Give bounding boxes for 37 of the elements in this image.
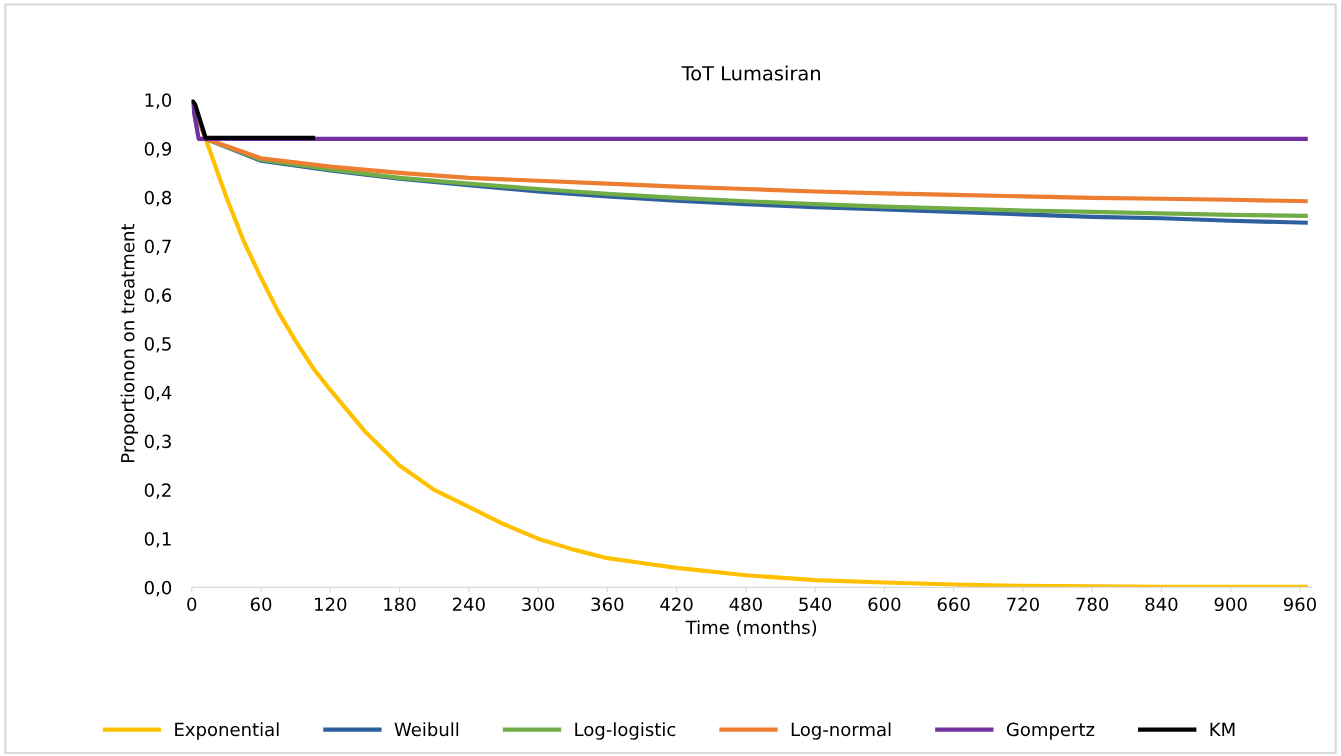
x-tick-label: 780 [1076, 597, 1109, 612]
y-tick-label: 0,8 [144, 190, 172, 207]
x-tick-label: 480 [729, 597, 762, 612]
legend-label: Gompertz [1006, 722, 1095, 740]
x-tick-label: 120 [315, 597, 347, 612]
x-tick-label: 900 [1214, 597, 1247, 612]
x-tick-label: 180 [384, 597, 416, 612]
y-tick-label: 0,2 [144, 483, 171, 499]
y-tick-label: 0,3 [144, 434, 171, 451]
legend-label: KM [1210, 722, 1235, 736]
y-tick-label: 0,6 [144, 288, 172, 304]
chart-title: ToT Lumasiran [681, 65, 820, 81]
legend-label: Log-normal [791, 722, 891, 740]
x-tick-label: 960 [1283, 597, 1316, 612]
x-tick-label: 720 [1007, 597, 1039, 612]
x-tick-label: 840 [1145, 597, 1178, 612]
x-tick-label: 300 [522, 597, 555, 612]
x-tick-label: 360 [591, 597, 624, 612]
x-axis-title: Time (months) [685, 620, 817, 637]
x-tick-label: 60 [250, 597, 272, 612]
legend-label: Log-logistic [575, 722, 676, 740]
x-tick-label: 0 [187, 597, 197, 612]
y-tick-label: 0,1 [144, 532, 171, 548]
legend-label: Exponential [175, 722, 279, 740]
x-tick-label: 240 [452, 597, 485, 612]
y-tick-label: 0,4 [144, 385, 172, 402]
y-tick-label: 0,5 [144, 337, 171, 353]
y-tick-label: 0,9 [144, 142, 172, 158]
x-tick-label: 600 [868, 597, 901, 612]
y-axis-title: Proportionon on treatment [120, 223, 139, 462]
legend-label: Weibull [394, 722, 459, 737]
y-tick-label: 0,0 [144, 580, 172, 597]
x-tick-label: 660 [937, 597, 970, 612]
x-tick-label: 540 [799, 597, 832, 612]
y-tick-label: 1,0 [145, 93, 172, 109]
x-tick-label: 420 [660, 597, 693, 612]
y-tick-label: 0,7 [144, 239, 171, 256]
